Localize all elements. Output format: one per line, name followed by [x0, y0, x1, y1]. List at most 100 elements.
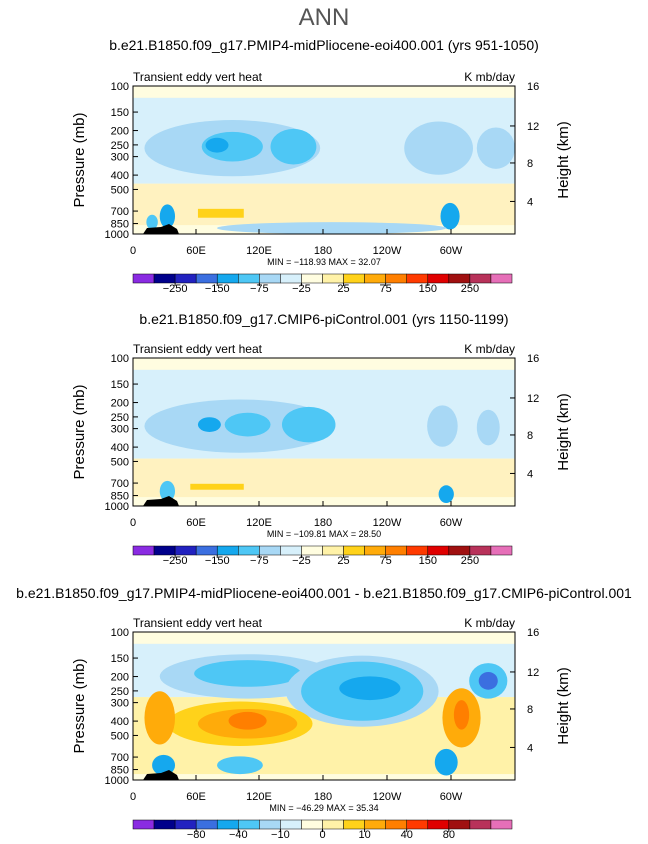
xtick-label: 120W [373, 245, 402, 257]
colorbar-swatch [343, 545, 365, 556]
colorbar-label: 150 [419, 283, 437, 295]
colorbar-swatch [174, 273, 197, 284]
contour-region [476, 409, 500, 446]
topography [143, 496, 179, 506]
colorbar-label: −80 [187, 829, 206, 841]
colorbar-swatch [216, 545, 239, 556]
colorbar-swatch [153, 819, 176, 830]
xtick-label: 60E [186, 791, 206, 803]
contour-region [339, 676, 401, 701]
colorbar-swatch [174, 545, 197, 556]
ytick-label: 200 [111, 398, 129, 410]
ytick-label: 400 [111, 716, 129, 728]
colorbar-swatch [385, 273, 407, 284]
ylabel: Pressure (mb) [71, 112, 88, 207]
ytick-right-label: 4 [527, 742, 533, 754]
ytick-right-label: 4 [527, 468, 533, 480]
topography [143, 224, 179, 234]
contour-region [427, 405, 458, 447]
colorbar-swatch [427, 273, 450, 284]
contour-region [224, 412, 271, 437]
contour-region [197, 208, 244, 218]
colorbar-swatch [301, 545, 323, 556]
colorbar-label: 250 [461, 555, 479, 567]
colorbar-swatch [238, 819, 260, 830]
colorbar-label: −25 [292, 555, 311, 567]
contour-region [438, 485, 454, 504]
ytick-label: 850 [111, 765, 129, 777]
colorbar-swatch [259, 819, 281, 830]
xtick-label: 60W [440, 517, 463, 529]
ytick-label: 700 [111, 478, 129, 490]
ylabel: Pressure (mb) [71, 384, 88, 479]
xtick-label: 120W [373, 791, 402, 803]
ylabel-right: Height (km) [555, 393, 572, 471]
colorbar-swatch [216, 273, 239, 284]
xtick-label: 60E [186, 517, 206, 529]
stats-text: MIN = −109.81 MAX = 28.50 [267, 529, 381, 539]
colorbar-label: 80 [443, 829, 455, 841]
contour-field [133, 86, 515, 234]
ylabel-right: Height (km) [555, 667, 572, 745]
contour-region [190, 483, 244, 490]
contour-region [404, 121, 473, 175]
page-title: ANN [298, 4, 350, 31]
colorbar-label: 75 [380, 555, 392, 567]
ytick-label: 150 [111, 653, 129, 665]
contour-region [434, 748, 458, 776]
xtick-label: 180 [314, 517, 332, 529]
plot-frame [132, 357, 516, 507]
ytick-right-label: 16 [527, 81, 539, 93]
colorbar-swatch [195, 819, 218, 830]
ytick-label: 150 [111, 107, 129, 119]
colorbar-label: −75 [250, 555, 269, 567]
ytick-label: 300 [111, 152, 129, 164]
xtick-label: 180 [314, 245, 332, 257]
ytick-label: 850 [111, 491, 129, 503]
colorbar-swatch [238, 545, 260, 556]
xtick-label: 0 [130, 791, 136, 803]
left-label: Transient eddy vert heat [133, 616, 263, 630]
colorbar-label: −250 [163, 283, 188, 295]
colorbar-label: −150 [205, 555, 230, 567]
ytick-label: 1000 [105, 229, 129, 241]
ytick-right-label: 16 [527, 627, 539, 639]
colorbar-swatch [448, 545, 471, 556]
right-label: K mb/day [464, 70, 515, 84]
xtick-label: 120E [246, 791, 272, 803]
panel-title: b.e21.B1850.f09_g17.PMIP4-midPliocene-eo… [109, 37, 539, 53]
contour-region [281, 406, 336, 443]
xtick-label: 0 [130, 517, 136, 529]
colorbar-swatch [195, 545, 218, 556]
colorbar-swatch [469, 545, 492, 556]
colorbar-swatch [427, 545, 450, 556]
colorbar-swatch [301, 819, 323, 830]
panel-middle: b.e21.B1850.f09_g17.CMIP6-piControl.001 … [71, 311, 572, 567]
colorbar-swatch [280, 545, 302, 556]
stats-text: MIN = −46.29 MAX = 35.34 [269, 803, 378, 813]
ytick-label: 500 [111, 184, 129, 196]
right-label: K mb/day [464, 342, 515, 356]
contour-field [133, 358, 515, 506]
colorbar-swatch [385, 819, 407, 830]
ytick-label: 500 [111, 456, 129, 468]
panel-title: b.e21.B1850.f09_g17.CMIP6-piControl.001 … [139, 311, 508, 327]
ytick-right-label: 12 [527, 667, 539, 679]
colorbar-swatch [322, 819, 344, 830]
plot-frame [132, 85, 516, 235]
ytick-label: 1000 [105, 775, 129, 787]
colorbar-swatch [364, 819, 386, 830]
ytick-label: 150 [111, 379, 129, 391]
ytick-label: 1000 [105, 501, 129, 513]
colorbar-label: 0 [319, 829, 325, 841]
ytick-label: 700 [111, 206, 129, 218]
colorbar-swatch [259, 545, 281, 556]
colorbar-swatch [238, 273, 260, 284]
ytick-label: 100 [111, 627, 129, 639]
contour-region [217, 222, 447, 234]
ytick-label: 250 [111, 140, 129, 152]
ytick-right-label: 12 [527, 393, 539, 405]
colorbar-swatch [490, 819, 513, 830]
ytick-label: 200 [111, 126, 129, 138]
